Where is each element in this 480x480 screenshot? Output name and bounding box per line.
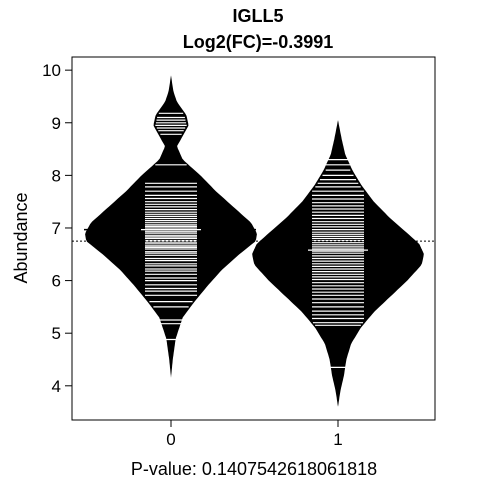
y-axis: 4 5 6 7 8 9 10 [42,61,72,396]
y-tick-label: 10 [42,61,61,80]
y-tick-label: 8 [52,166,61,185]
x-axis-label: P-value: 0.1407542618061818 [131,459,377,479]
y-tick-label: 6 [52,272,61,291]
plot-frame [71,56,436,421]
y-axis-label: Abundance [11,192,31,283]
chart-subtitle: Log2(FC)=-0.3991 [183,32,334,52]
y-tick-label: 5 [52,324,61,343]
means-layer [84,228,422,251]
chart-title: IGLL5 [232,6,283,26]
x-tick-label: 1 [333,430,342,449]
y-tick-label: 4 [52,377,61,396]
observations-layer [145,112,364,368]
y-tick-label: 9 [52,114,61,133]
y-tick-label: 7 [52,219,61,238]
x-tick-label: 0 [166,430,175,449]
